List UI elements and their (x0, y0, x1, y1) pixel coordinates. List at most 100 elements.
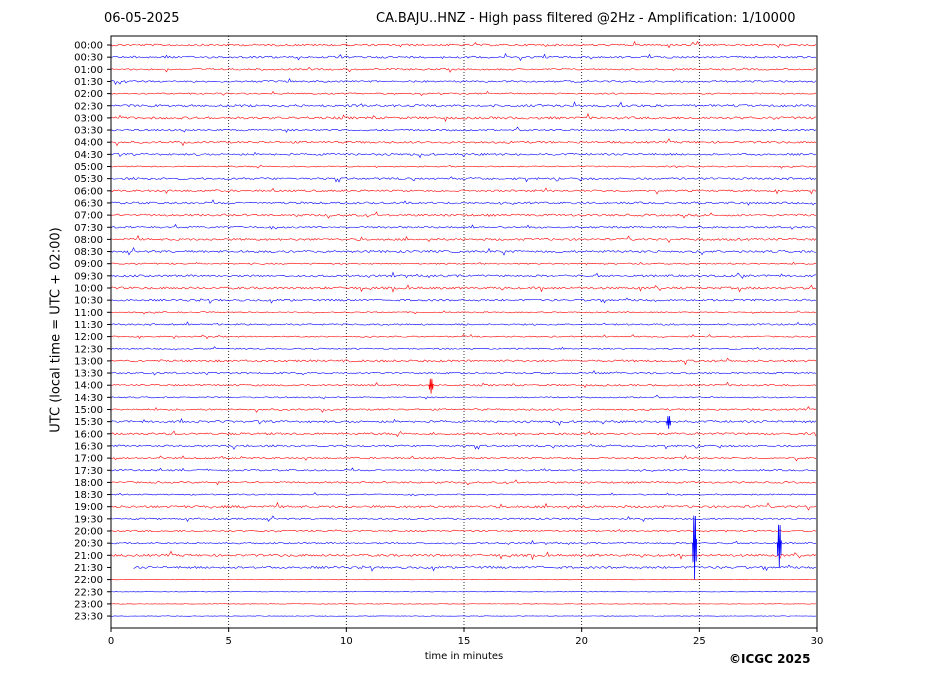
trace-19:30 (110, 515, 817, 523)
y-tick-label-01:00: 01:00 (74, 65, 103, 76)
trace-06:00 (110, 187, 817, 195)
trace-22:30 (110, 591, 817, 593)
trace-09:30 (110, 271, 817, 279)
event-0 (691, 515, 697, 580)
y-tick-label-15:30: 15:30 (74, 417, 103, 428)
y-tick-label-01:30: 01:30 (74, 77, 103, 88)
plot-frame (110, 35, 818, 629)
axis-layer: 0 5 10 15 20 25 30 00:0000:3001:0001:3002:0002:… (74, 41, 823, 648)
trace-10:30 (110, 297, 817, 304)
grid-layer (228, 36, 700, 628)
trace-21:00 (110, 550, 817, 561)
trace-01:00 (110, 67, 817, 73)
trace-20:00 (110, 528, 817, 533)
y-tick-label-08:00: 08:00 (74, 235, 103, 246)
y-tick-label-04:00: 04:00 (74, 138, 103, 149)
trace-18:00 (110, 479, 817, 486)
trace-04:00 (110, 138, 817, 147)
y-tick-label-10:00: 10:00 (74, 284, 103, 295)
y-tick-label-17:00: 17:00 (74, 454, 103, 465)
y-tick-label-11:00: 11:00 (74, 308, 103, 319)
event-1 (776, 524, 782, 568)
x-axis-label: time in minutes (424, 651, 504, 662)
y-tick-label-05:30: 05:30 (74, 174, 103, 185)
trace-22:00 (110, 579, 817, 581)
trace-13:00 (110, 357, 817, 366)
y-tick-label-07:00: 07:00 (74, 211, 103, 222)
trace-12:30 (110, 346, 817, 351)
y-tick-label-05:00: 05:00 (74, 162, 103, 173)
y-tick-label-14:00: 14:00 (74, 381, 103, 392)
trace-05:00 (110, 164, 817, 169)
trace-11:00 (110, 310, 817, 315)
y-tick-label-09:30: 09:30 (74, 271, 103, 282)
trace-00:00 (110, 40, 817, 49)
y-tick-label-18:00: 18:00 (74, 478, 103, 489)
y-tick-label-22:30: 22:30 (74, 587, 103, 598)
x-tick-label-30: 30 (811, 636, 824, 647)
y-tick-label-19:30: 19:30 (74, 514, 103, 525)
date-label: 06-05-2025 (104, 11, 180, 26)
x-tick-label-15: 15 (458, 636, 471, 647)
y-tick-label-12:00: 12:00 (74, 332, 103, 343)
y-tick-label-06:30: 06:30 (74, 198, 103, 209)
y-tick-label-04:30: 04:30 (74, 150, 103, 161)
trace-02:30 (110, 101, 817, 108)
y-tick-label-17:30: 17:30 (74, 466, 103, 477)
trace-00:30 (110, 53, 817, 62)
copyright-label: ©ICGC 2025 (729, 652, 811, 666)
y-tick-label-07:30: 07:30 (74, 223, 103, 234)
trace-18:30 (110, 492, 817, 497)
y-tick-label-12:30: 12:30 (74, 344, 103, 355)
trace-06:30 (110, 199, 817, 206)
trace-03:30 (110, 126, 817, 133)
trace-16:30 (110, 443, 817, 450)
y-tick-label-10:30: 10:30 (74, 296, 103, 307)
y-tick-label-02:30: 02:30 (74, 101, 103, 112)
y-tick-label-20:30: 20:30 (74, 539, 103, 550)
trace-15:30 (110, 417, 817, 426)
trace-08:00 (110, 235, 817, 243)
trace-12:00 (110, 333, 817, 340)
y-tick-label-13:30: 13:30 (74, 369, 103, 380)
y-tick-label-03:30: 03:30 (74, 126, 103, 137)
x-tick-label-20: 20 (575, 636, 588, 647)
y-tick-label-00:00: 00:00 (74, 41, 103, 52)
y-tick-label-21:00: 21:00 (74, 551, 103, 562)
trace-13:30 (110, 370, 817, 376)
trace-layer (110, 40, 817, 617)
y-tick-label-20:00: 20:00 (74, 527, 103, 538)
trace-17:30 (110, 467, 817, 472)
trace-11:30 (110, 321, 817, 326)
trace-14:30 (110, 394, 817, 400)
x-tick-label-0: 0 (108, 636, 114, 647)
y-tick-label-03:00: 03:00 (74, 113, 103, 124)
y-tick-label-22:00: 22:00 (74, 575, 103, 586)
y-tick-label-16:00: 16:00 (74, 429, 103, 440)
trace-09:00 (110, 261, 817, 265)
trace-10:00 (110, 284, 817, 293)
trace-20:30 (110, 539, 817, 546)
y-tick-label-06:00: 06:00 (74, 186, 103, 197)
y-tick-label-14:30: 14:30 (74, 393, 103, 404)
x-tick-label-25: 25 (693, 636, 706, 647)
y-tick-label-23:00: 23:00 (74, 599, 103, 610)
event-3 (665, 416, 672, 429)
y-tick-label-02:00: 02:00 (74, 89, 103, 100)
y-tick-label-21:30: 21:30 (74, 563, 103, 574)
y-tick-label-00:30: 00:30 (74, 53, 103, 64)
y-tick-label-16:30: 16:30 (74, 441, 103, 452)
y-tick-label-23:30: 23:30 (74, 612, 103, 623)
trace-23:30 (110, 615, 817, 617)
trace-05:30 (110, 176, 817, 183)
trace-08:30 (110, 246, 817, 256)
trace-01:30 (110, 77, 817, 85)
trace-21:30 (133, 564, 817, 572)
chart-title: CA.BAJU..HNZ - High pass filtered @2Hz -… (376, 11, 796, 26)
y-tick-label-09:00: 09:00 (74, 259, 103, 270)
y-axis-label: UTC (local time = UTC + 02:00) (48, 227, 64, 433)
y-tick-label-11:30: 11:30 (74, 320, 103, 331)
trace-04:30 (110, 151, 817, 159)
event-2 (428, 378, 434, 394)
